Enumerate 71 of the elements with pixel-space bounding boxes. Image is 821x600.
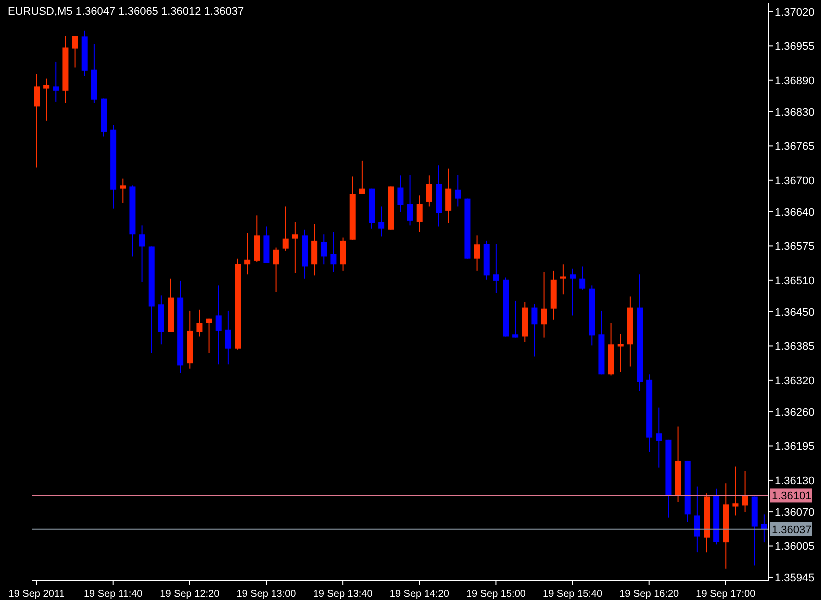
- candlestick: [312, 224, 318, 276]
- y-tick-label: 1.36195: [775, 441, 815, 454]
- candlestick: [292, 221, 298, 274]
- candlestick: [120, 178, 126, 204]
- candlestick: [446, 168, 452, 224]
- y-tick-label: 1.36130: [775, 475, 815, 488]
- candlestick: [44, 78, 50, 122]
- candlestick: [656, 407, 662, 468]
- y-tick-label: 1.35945: [775, 572, 815, 585]
- ref-line-label: 1.36101: [772, 490, 812, 503]
- x-tick-label: 19 Sep 2011: [8, 589, 66, 600]
- y-tick-label: 1.36385: [775, 341, 815, 354]
- candlestick: [580, 266, 586, 290]
- y-tick-label: 1.36575: [775, 241, 815, 254]
- y-tick-label: 1.36450: [775, 306, 815, 319]
- candlestick: [72, 36, 78, 68]
- candlestick: [560, 264, 566, 296]
- candlestick: [398, 175, 404, 212]
- y-tick-label: 1.36890: [775, 75, 815, 88]
- y-tick-label: 1.36070: [775, 506, 815, 519]
- x-tick-label: 19 Sep 15:00: [466, 589, 526, 600]
- y-tick-label: 1.36640: [775, 206, 815, 219]
- x-tick-label: 19 Sep 16:20: [620, 589, 680, 600]
- candlestick: [378, 206, 385, 238]
- y-tick-label: 1.36830: [775, 106, 815, 119]
- y-tick-label: 1.36005: [775, 541, 815, 554]
- candlestick: [618, 334, 624, 373]
- x-tick-label: 19 Sep 14:20: [390, 589, 450, 600]
- candlestick: [694, 486, 700, 554]
- x-tick-label: 19 Sep 13:40: [313, 589, 374, 600]
- candlestick: [216, 285, 222, 366]
- candlestick: [732, 466, 739, 516]
- y-tick-label: 1.36260: [775, 406, 815, 419]
- candlestick: [416, 195, 423, 232]
- candlestick: [321, 234, 328, 266]
- candlestick: [206, 318, 212, 354]
- candlestick: [330, 231, 337, 272]
- x-tick-label: 19 Sep 11:40: [84, 589, 144, 600]
- candlestick: [273, 247, 280, 292]
- candlestick: [282, 206, 289, 252]
- ref-line-label: 1.36037: [772, 524, 812, 536]
- candlestick: [139, 225, 146, 282]
- candlestick: [570, 268, 576, 316]
- candlestick: [493, 244, 500, 294]
- y-tick-label: 1.37020: [775, 6, 815, 19]
- candlestick: [359, 160, 366, 195]
- y-tick-label: 1.36765: [775, 141, 815, 154]
- candlestick: [761, 514, 768, 544]
- candlestick: [455, 174, 462, 208]
- candlestick: [34, 74, 40, 168]
- candlestick: [532, 304, 538, 358]
- candlestick: [225, 310, 232, 366]
- y-tick-label: 1.36510: [775, 275, 815, 288]
- x-tick-label: 19 Sep 12:20: [160, 589, 220, 600]
- candlestick: [407, 174, 414, 226]
- candlestick: [53, 61, 60, 102]
- x-tick-label: 19 Sep 13:00: [236, 589, 297, 600]
- candlestick: [541, 271, 548, 338]
- y-tick-label: 1.36320: [775, 375, 815, 388]
- candlestick: [340, 237, 346, 272]
- chart-title: EURUSD,M5 1.36047 1.36065 1.36012 1.36037: [8, 6, 244, 18]
- x-tick-label: 19 Sep 15:40: [543, 589, 603, 600]
- candlestick: [474, 235, 480, 272]
- candlestick: [512, 300, 519, 338]
- y-tick-label: 1.36700: [775, 175, 815, 188]
- y-tick-label: 1.36955: [775, 41, 815, 54]
- x-tick-label: 19 Sep 17:00: [696, 589, 756, 600]
- candlestick: [196, 309, 203, 338]
- candlestick: [244, 232, 251, 276]
- candlestick: [742, 470, 748, 513]
- candlestick: [426, 175, 432, 208]
